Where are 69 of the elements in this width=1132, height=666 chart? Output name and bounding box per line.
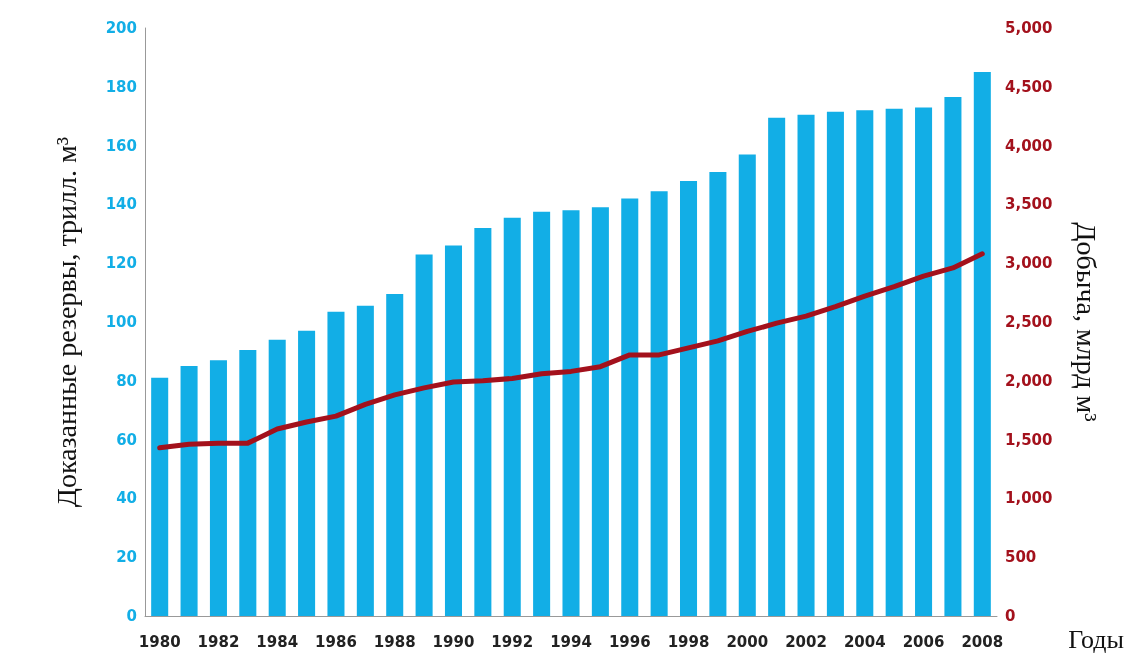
x-tick-label: 1996: [608, 632, 651, 651]
y-tick-label: 100: [105, 313, 137, 331]
y2-tick-label: 4,500: [1005, 77, 1053, 96]
y-tick-label: 160: [105, 136, 137, 155]
bar: [915, 107, 933, 616]
bar: [709, 172, 727, 616]
bar: [797, 114, 815, 616]
bar: [885, 108, 903, 616]
y2-tick-label: 500: [1005, 548, 1037, 567]
y2-axis-title: Добыча, млрд м³: [1070, 222, 1102, 422]
bar: [503, 217, 521, 616]
bar: [856, 110, 874, 616]
x-tick-label: 2002: [785, 632, 827, 651]
bar: [973, 72, 991, 616]
bar: [298, 330, 316, 616]
bar: [650, 191, 668, 616]
bar: [680, 180, 698, 616]
y-tick-label: 120: [105, 254, 137, 273]
y-tick-label: 200: [105, 19, 137, 37]
bar: [768, 117, 786, 616]
y-tick-label: 0: [126, 607, 137, 625]
x-tick-label: 1990: [432, 632, 475, 651]
bar: [327, 311, 345, 616]
bar: [944, 97, 962, 616]
bar: [239, 349, 257, 616]
bar: [738, 154, 756, 616]
y-tick-label: 20: [116, 548, 137, 567]
bar: [180, 366, 198, 616]
x-tick-label: 1984: [256, 632, 299, 651]
y2-tick-label: 3,000: [1005, 254, 1053, 273]
x-tick-label: 1986: [315, 632, 357, 651]
x-tick-label: 2006: [902, 632, 945, 651]
x-tick-label: 1992: [491, 632, 534, 651]
y-tick-label: 180: [105, 77, 137, 96]
bar: [474, 227, 492, 616]
bar: [533, 211, 551, 616]
bar: [151, 377, 169, 616]
y2-tick-label: 1,500: [1005, 430, 1053, 449]
y2-tick-label: 1,000: [1005, 489, 1053, 508]
y2-tick-label: 2,000: [1005, 371, 1053, 390]
x-tick-label: 1988: [373, 632, 416, 651]
y2-tick-label: 4,000: [1005, 136, 1053, 155]
bar: [209, 360, 227, 616]
y-tick-label: 140: [105, 195, 137, 214]
y2-tick-label: 5,000: [1005, 19, 1053, 37]
y2-tick-label: 0: [1005, 607, 1016, 625]
bar: [621, 198, 639, 616]
x-tick-label: 1980: [138, 632, 181, 651]
y2-tick-label: 3,500: [1005, 195, 1053, 214]
bar: [415, 254, 433, 616]
x-tick-label: 2008: [961, 632, 1004, 651]
bar: [562, 210, 580, 616]
x-tick-label: 1998: [667, 632, 710, 651]
bar: [591, 207, 609, 616]
x-tick-label: 2000: [726, 632, 769, 651]
bar: [268, 339, 286, 616]
bar: [356, 305, 374, 616]
bar: [444, 245, 462, 616]
bar: [826, 111, 844, 616]
y-axis-title: Доказанные резервы, трилл. м³: [50, 136, 82, 508]
x-tick-label: 1994: [550, 632, 592, 651]
x-tick-label: 1982: [197, 632, 240, 651]
y-tick-label: 40: [116, 489, 137, 508]
x-tick-label: 2004: [843, 632, 886, 651]
y-tick-label: 80: [116, 371, 137, 390]
y2-tick-label: 2,500: [1005, 313, 1053, 331]
y-tick-label: 60: [116, 430, 137, 449]
bar: [386, 294, 404, 616]
x-axis-title: Годы: [1068, 624, 1125, 654]
